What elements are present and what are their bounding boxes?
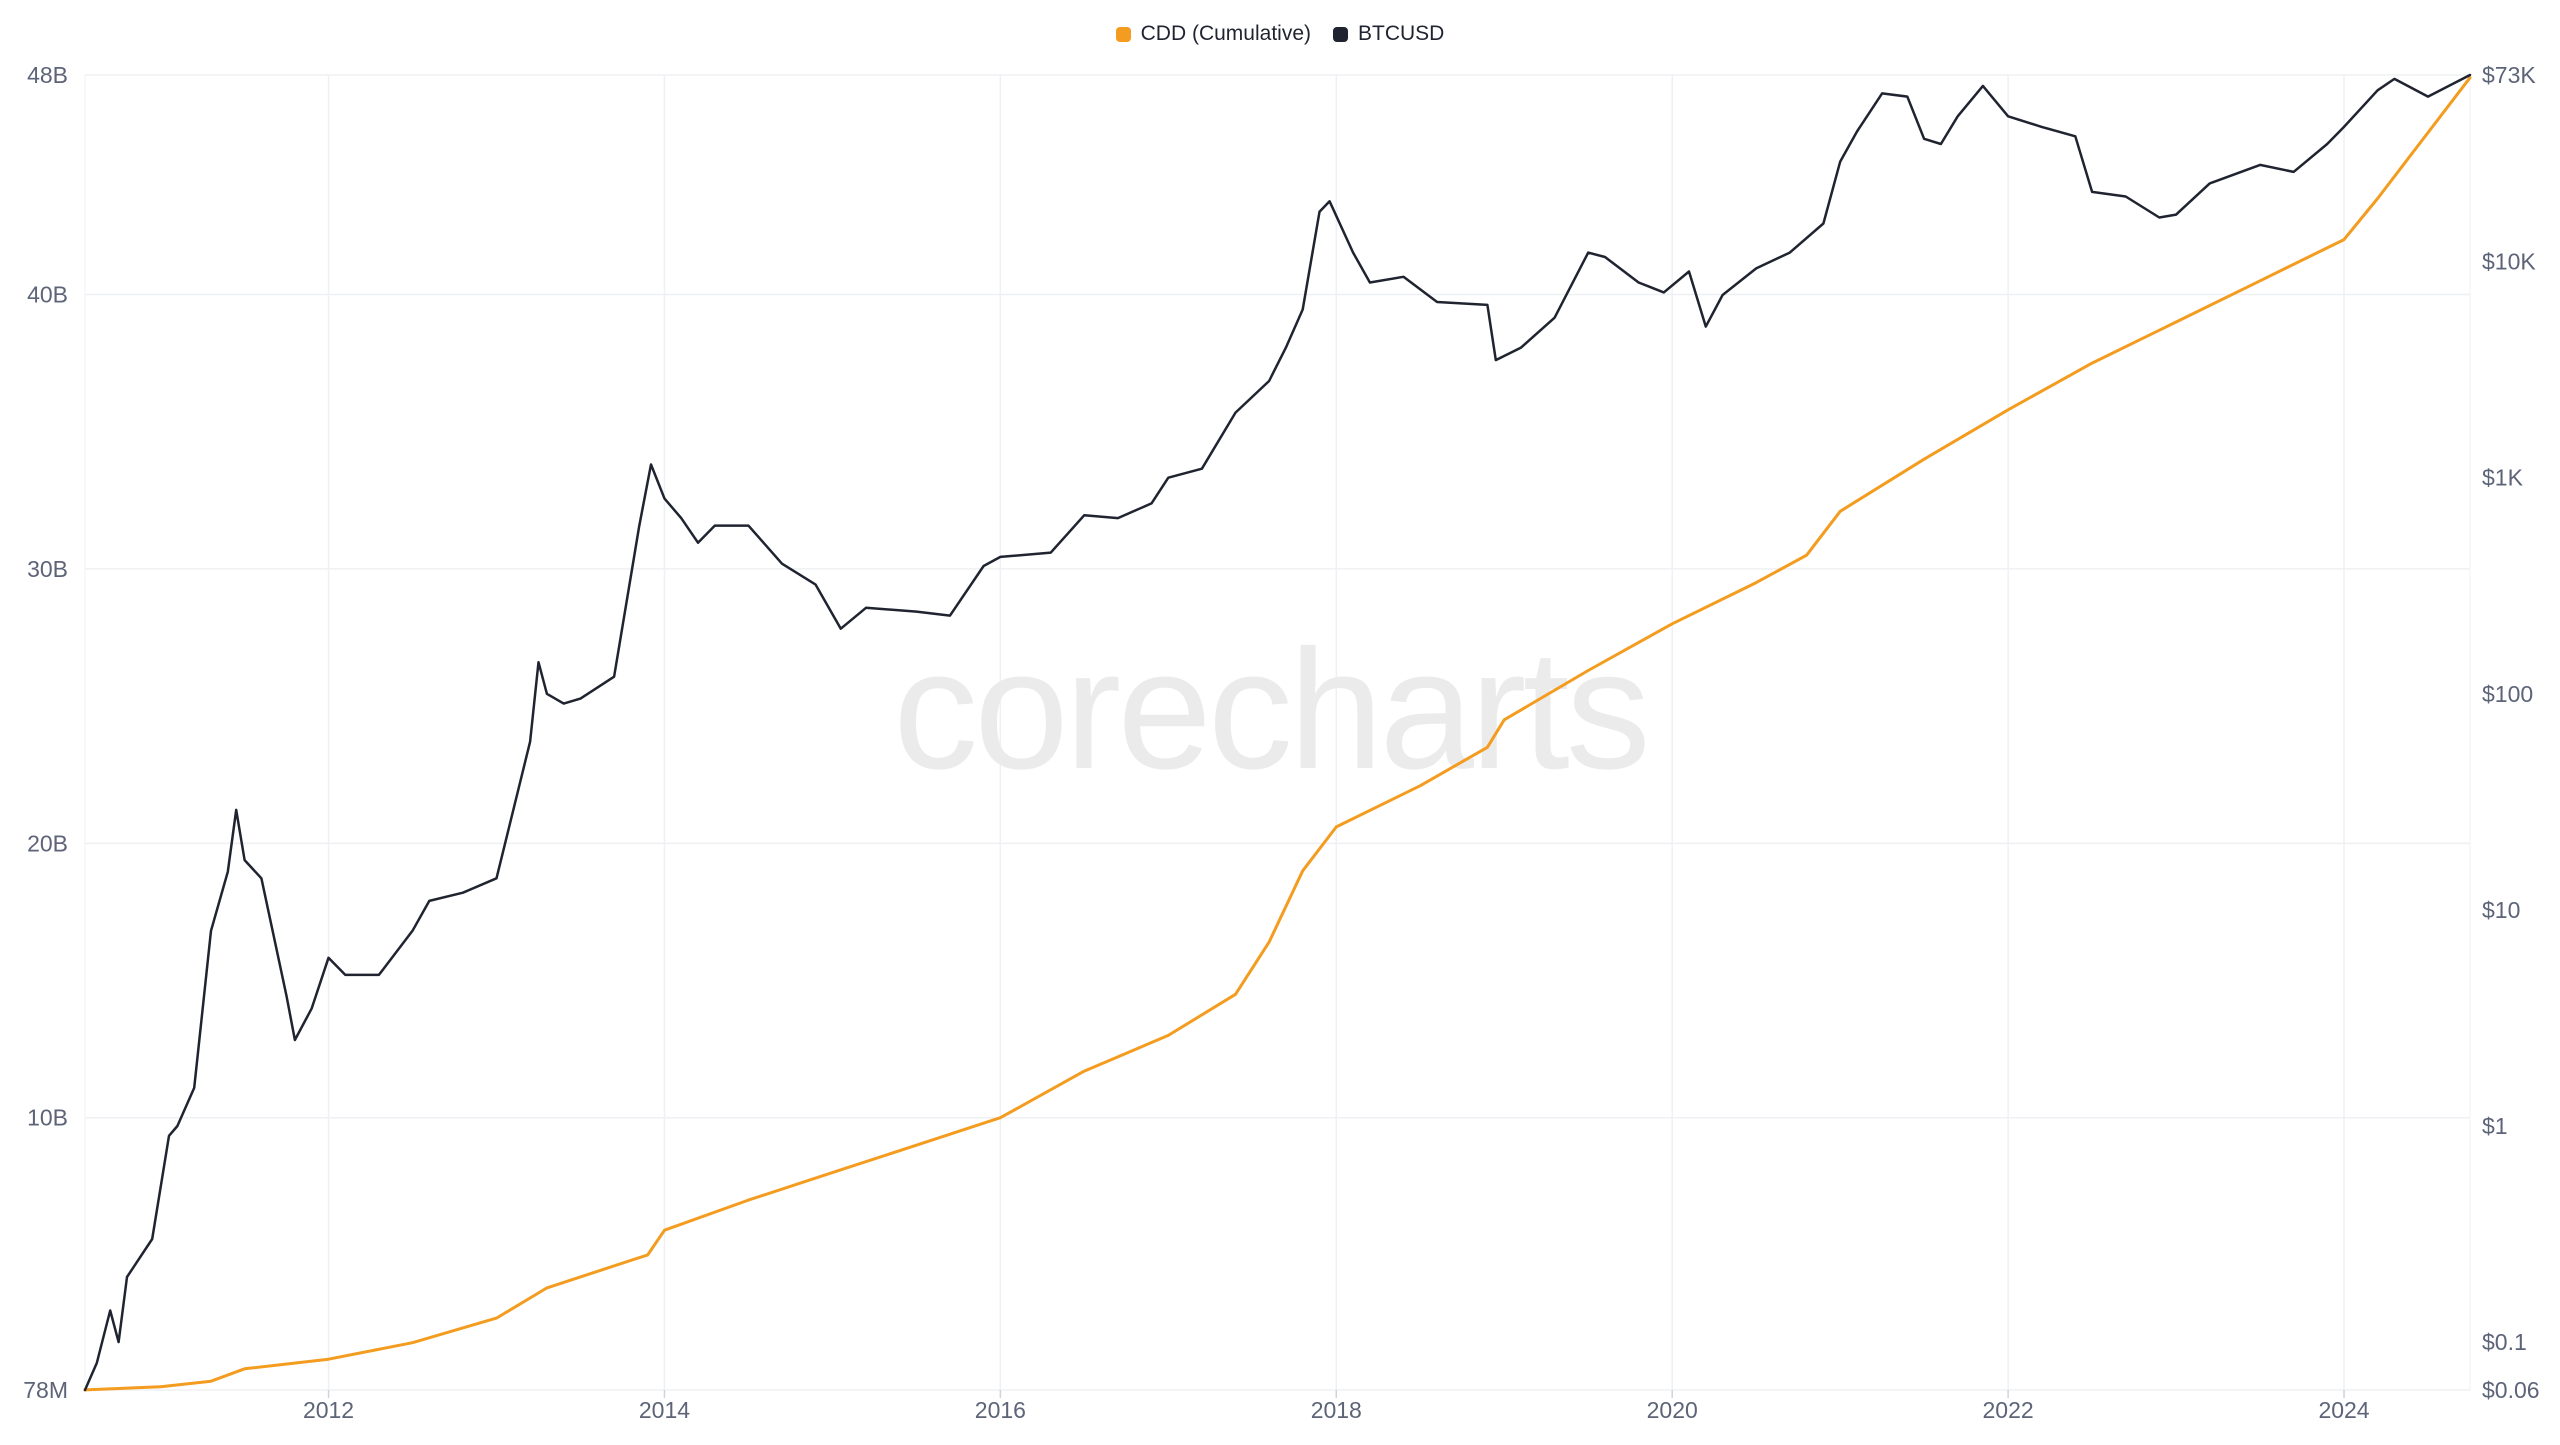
y-left-tick-label: 30B (27, 556, 68, 582)
legend-label-cdd: CDD (Cumulative) (1140, 22, 1311, 45)
legend-label-btcusd: BTCUSD (1358, 22, 1445, 45)
y-left-tick-label: 78M (23, 1377, 68, 1403)
y-left-tick-label: 20B (27, 830, 68, 856)
y-right-tick-label: $1 (2482, 1113, 2508, 1139)
x-tick-label: 2022 (1983, 1397, 2034, 1423)
watermark: corecharts (893, 615, 1647, 805)
x-tick-label: 2016 (975, 1397, 1026, 1423)
y-right-tick-label: $1K (2482, 465, 2524, 491)
y-right-tick-label: $10K (2482, 249, 2536, 275)
legend-item-cdd[interactable]: CDD (Cumulative) (1115, 22, 1311, 46)
y-left-tick-label: 48B (27, 62, 68, 88)
legend-swatch-cdd (1115, 26, 1131, 42)
x-tick-label: 2018 (1311, 1397, 1362, 1423)
y-right-tick-label: $10 (2482, 897, 2520, 923)
x-tick-label: 2020 (1647, 1397, 1698, 1423)
y-axis-left: 78M 10B 20B 30B 40B 48B (23, 62, 68, 1403)
y-right-tick-label: $73K (2482, 62, 2536, 88)
y-left-tick-label: 10B (27, 1105, 68, 1131)
y-right-tick-label: $0.06 (2482, 1377, 2540, 1403)
series-layer (83, 73, 2472, 1392)
x-tick-label: 2014 (639, 1397, 690, 1423)
x-tick-label: 2012 (303, 1397, 354, 1423)
x-tick-label: 2024 (2318, 1397, 2369, 1423)
y-left-tick-label: 40B (27, 282, 68, 308)
grid (84, 74, 2471, 1391)
series-line-btcusd (83, 73, 2472, 1392)
legend-swatch-btcusd (1333, 26, 1348, 42)
y-right-tick-label: $0.1 (2482, 1329, 2527, 1355)
chart-legend: CDD (Cumulative) BTCUSD (0, 22, 2560, 46)
y-right-tick-label: $100 (2482, 681, 2533, 707)
legend-item-btcusd[interactable]: BTCUSD (1333, 22, 1444, 46)
series-line-cdd (83, 76, 2472, 1392)
y-axis-right: $0.06 $0.1 $1 $10 $100 $1K $10K $73K (2482, 62, 2540, 1403)
x-axis: 2012 2014 2016 2018 2020 2022 2024 (303, 1390, 2370, 1423)
